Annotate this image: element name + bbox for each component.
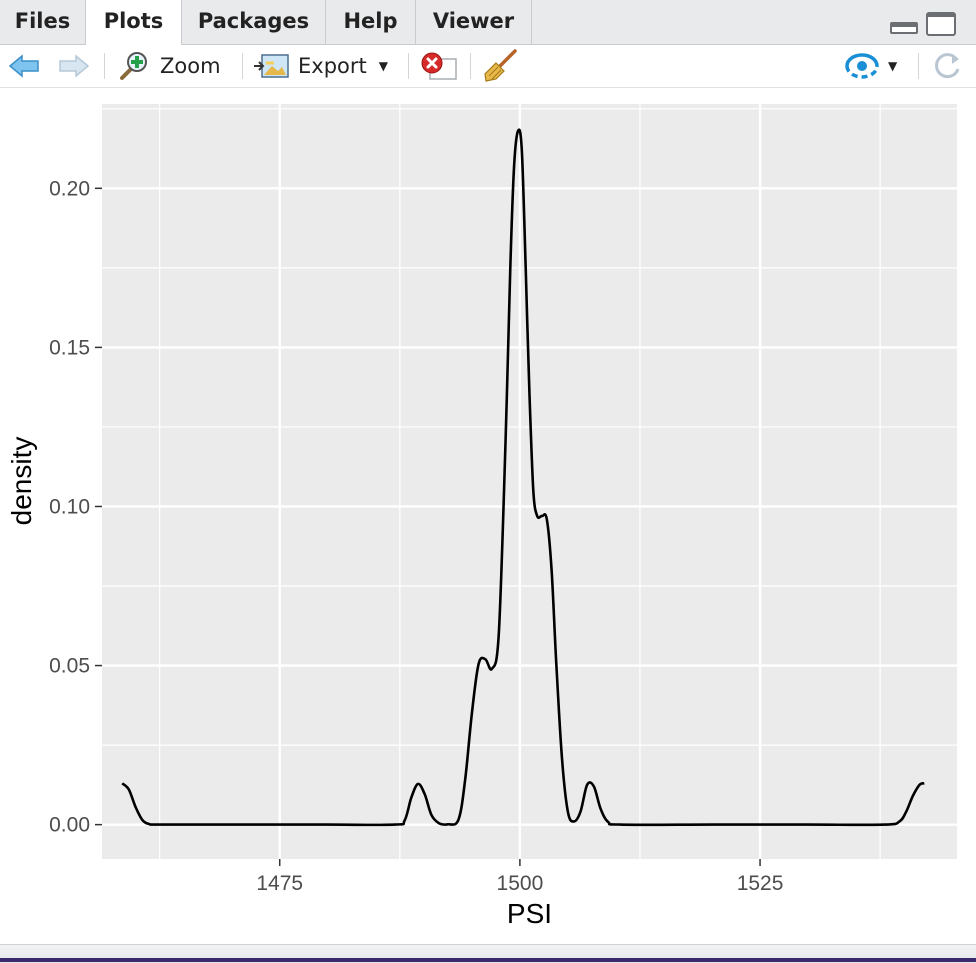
toolbar-separator <box>408 53 409 79</box>
toolbar-separator <box>242 53 243 79</box>
publish-button[interactable]: ▼ <box>844 45 897 87</box>
export-icon <box>254 54 289 78</box>
maximize-pane-icon[interactable] <box>926 12 956 36</box>
x-tick-label: 1525 <box>737 872 784 895</box>
y-tick-label: 0.05 <box>49 655 90 678</box>
toolbar-separator <box>470 53 471 79</box>
forward-button[interactable] <box>58 45 92 87</box>
y-tick-label: 0.10 <box>49 495 90 518</box>
plot-viewer: 1475 1500 1525 0.00 0.05 0.10 0.15 0.20 PSI den… <box>0 88 976 944</box>
density-line <box>121 128 925 827</box>
arrow-right-icon <box>59 54 90 78</box>
zoom-label: Zoom <box>160 54 221 78</box>
tab-help[interactable]: Help <box>326 0 416 44</box>
tab-packages[interactable]: Packages <box>182 0 326 44</box>
zoom-icon <box>120 52 147 80</box>
tab-files[interactable]: Files <box>0 0 86 44</box>
y-tick-label: 0.15 <box>49 336 90 359</box>
density-chart: 1475 1500 1525 0.00 0.05 0.10 0.15 0.20 PSI den… <box>6 104 957 929</box>
back-button[interactable] <box>8 45 42 87</box>
refresh-icon <box>935 53 960 79</box>
plots-toolbar: Zoom Export ▼ ▼ <box>0 45 976 88</box>
y-tick-label: 0.20 <box>49 177 90 200</box>
toolbar-separator <box>104 53 105 79</box>
publish-icon <box>845 53 879 79</box>
arrow-left-icon <box>8 54 39 78</box>
tab-plots[interactable]: Plots <box>86 0 182 45</box>
window-border <box>0 958 976 962</box>
chevron-down-icon: ▼ <box>378 59 388 73</box>
y-tick-label: 0.00 <box>49 814 90 837</box>
remove-plot-button[interactable] <box>420 45 458 87</box>
broom-icon <box>484 49 517 82</box>
zoom-button[interactable]: Zoom <box>118 45 221 87</box>
toolbar-separator <box>918 53 919 79</box>
export-label: Export <box>298 54 367 78</box>
remove-plot-icon <box>421 52 457 80</box>
chevron-down-icon: ▼ <box>888 59 898 73</box>
panel-background <box>102 104 957 859</box>
clear-all-button[interactable] <box>482 45 518 87</box>
export-button[interactable]: Export ▼ <box>254 45 388 87</box>
x-tick-label: 1500 <box>497 872 544 895</box>
pane-tab-bar: Files Plots Packages Help Viewer <box>0 0 976 45</box>
refresh-button[interactable] <box>930 45 964 87</box>
x-axis-title: PSI <box>507 898 552 929</box>
y-axis-title: density <box>6 437 37 526</box>
tab-viewer[interactable]: Viewer <box>416 0 532 44</box>
x-tick-label: 1475 <box>256 872 303 895</box>
minimize-pane-icon[interactable] <box>890 22 918 34</box>
